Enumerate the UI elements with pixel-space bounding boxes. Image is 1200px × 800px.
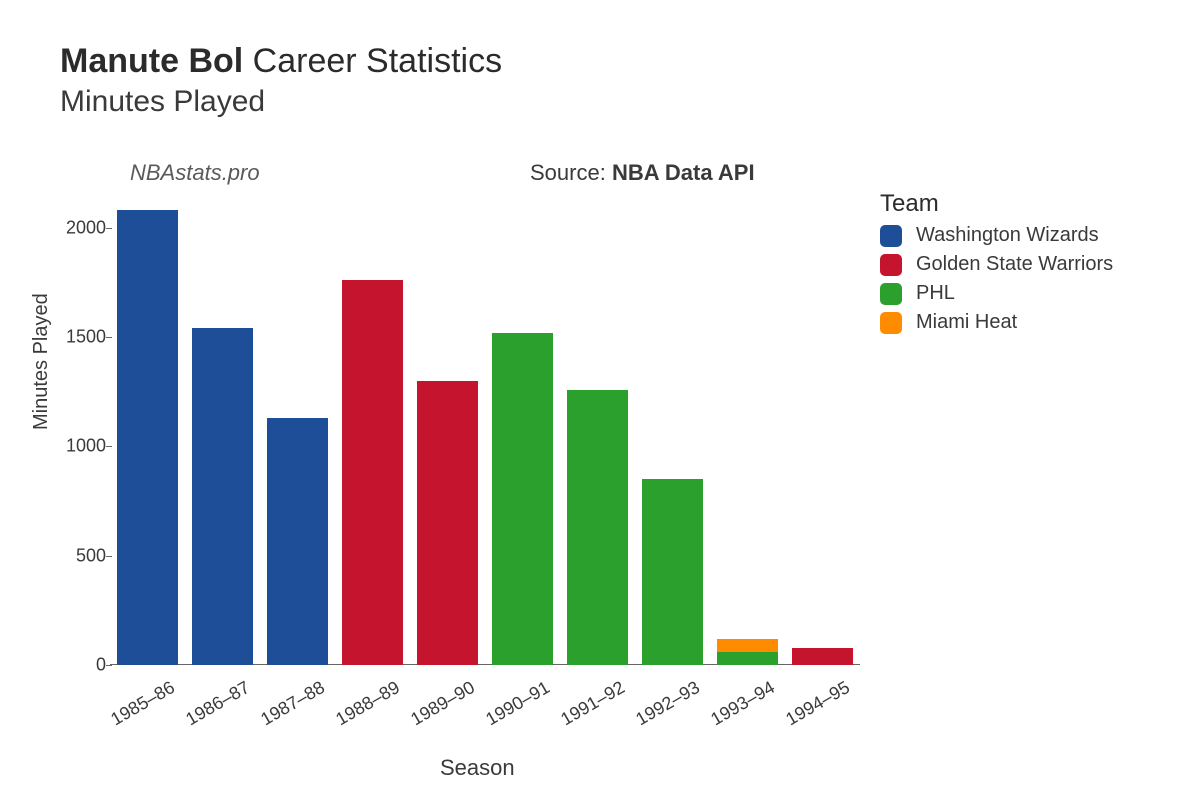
bar-segment <box>342 280 404 665</box>
source-name: NBA Data API <box>612 160 755 185</box>
legend-label: Miami Heat <box>916 311 1017 334</box>
bar-segment <box>642 479 704 665</box>
bar-segment <box>117 210 179 665</box>
chart-title: Manute Bol Career Statistics <box>60 42 502 81</box>
chart-subtitle: Minutes Played <box>60 85 502 119</box>
bar-segment <box>717 639 779 652</box>
bar-segment <box>567 390 629 665</box>
legend-item: Golden State Warriors <box>880 253 1113 276</box>
title-rest: Career Statistics <box>243 42 502 80</box>
legend-item: Miami Heat <box>880 311 1113 334</box>
legend-items: Washington Wizards Golden State Warriors P… <box>880 224 1113 334</box>
y-axis-label: Minutes Played <box>30 293 53 430</box>
bar-segment <box>717 652 779 665</box>
x-tick-label: 1986–87 <box>173 677 253 735</box>
legend-swatch <box>880 254 902 276</box>
legend-label: PHL <box>916 282 955 305</box>
x-axis-label: Season <box>440 755 515 781</box>
x-tick-label: 1994–95 <box>773 677 853 735</box>
legend-title: Team <box>880 190 1113 218</box>
y-tick-mark <box>106 665 112 666</box>
x-tick-label: 1991–92 <box>548 677 628 735</box>
legend-item: Washington Wizards <box>880 224 1113 247</box>
bar-segment <box>792 648 854 665</box>
bar-segment <box>417 381 479 665</box>
bar-segment <box>492 333 554 665</box>
y-tick-label: 500 <box>46 545 106 566</box>
x-tick-label: 1992–93 <box>623 677 703 735</box>
x-tick-label: 1988–89 <box>323 677 403 735</box>
y-tick-label: 0 <box>46 655 106 676</box>
bar-segment <box>267 418 329 665</box>
source-prefix: Source: <box>530 160 612 185</box>
x-tick-label: 1987–88 <box>248 677 328 735</box>
y-tick-label: 2000 <box>46 217 106 238</box>
title-block: Manute Bol Career Statistics Minutes Pla… <box>60 42 502 119</box>
x-tick-label: 1993–94 <box>698 677 778 735</box>
source-text: Source: NBA Data API <box>530 160 755 186</box>
x-tick-label: 1985–86 <box>98 677 178 735</box>
legend-swatch <box>880 283 902 305</box>
x-tick-label: 1990–91 <box>473 677 553 735</box>
legend-swatch <box>880 312 902 334</box>
x-tick-label: 1989–90 <box>398 677 478 735</box>
y-tick-label: 1000 <box>46 436 106 457</box>
y-tick-label: 1500 <box>46 327 106 348</box>
legend-swatch <box>880 225 902 247</box>
chart-container: Manute Bol Career Statistics Minutes Pla… <box>0 0 1200 800</box>
legend-item: PHL <box>880 282 1113 305</box>
plot-area <box>110 195 860 665</box>
legend-label: Washington Wizards <box>916 224 1099 247</box>
title-bold: Manute Bol <box>60 42 243 80</box>
bar-segment <box>192 328 254 665</box>
legend-label: Golden State Warriors <box>916 253 1113 276</box>
legend: Team Washington Wizards Golden State Warr… <box>880 190 1113 340</box>
watermark-text: NBAstats.pro <box>130 160 260 186</box>
